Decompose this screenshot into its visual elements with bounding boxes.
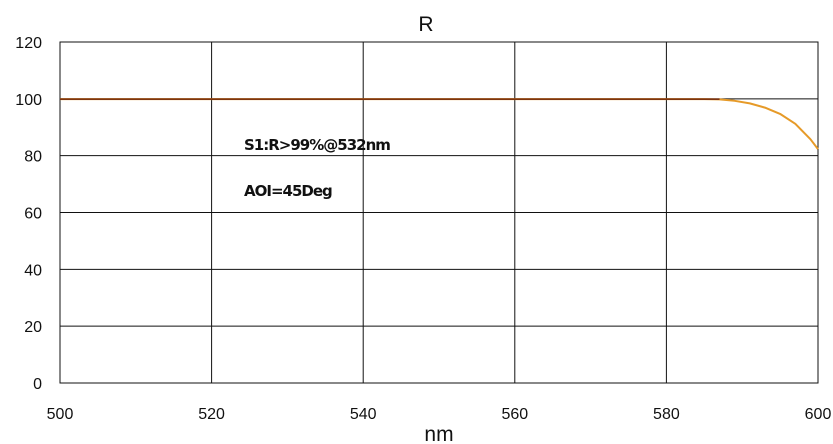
x-tick-label: 540 [350,406,377,423]
x-tick-label: 560 [501,406,528,423]
plot-frame [59,41,819,384]
x-tick-label: 600 [805,406,832,423]
y-tick-label: 40 [24,262,42,279]
y-tick-label: 100 [15,92,42,109]
tick-labels: 500 520 540 560 580 600 0 20 40 60 80 100 120 [15,35,831,423]
x-tick-label: 500 [47,406,74,423]
x-tick-label: 580 [653,406,680,423]
y-tick-label: 0 [33,376,42,393]
x-axis-label: nm [424,423,453,444]
annotation-aoi: AOI=45Deg [244,182,332,200]
chart-title: R [418,13,433,36]
series-line-1 [60,98,819,150]
series-layer [60,98,819,150]
y-tick-label: 60 [24,206,42,223]
annotation-spec: S1:R>99%@532nm [244,136,390,154]
x-tick-label: 520 [198,406,225,423]
grid [59,41,819,384]
y-tick-label: 80 [24,149,42,166]
y-tick-label: 120 [15,35,42,52]
y-tick-label: 20 [24,319,42,336]
